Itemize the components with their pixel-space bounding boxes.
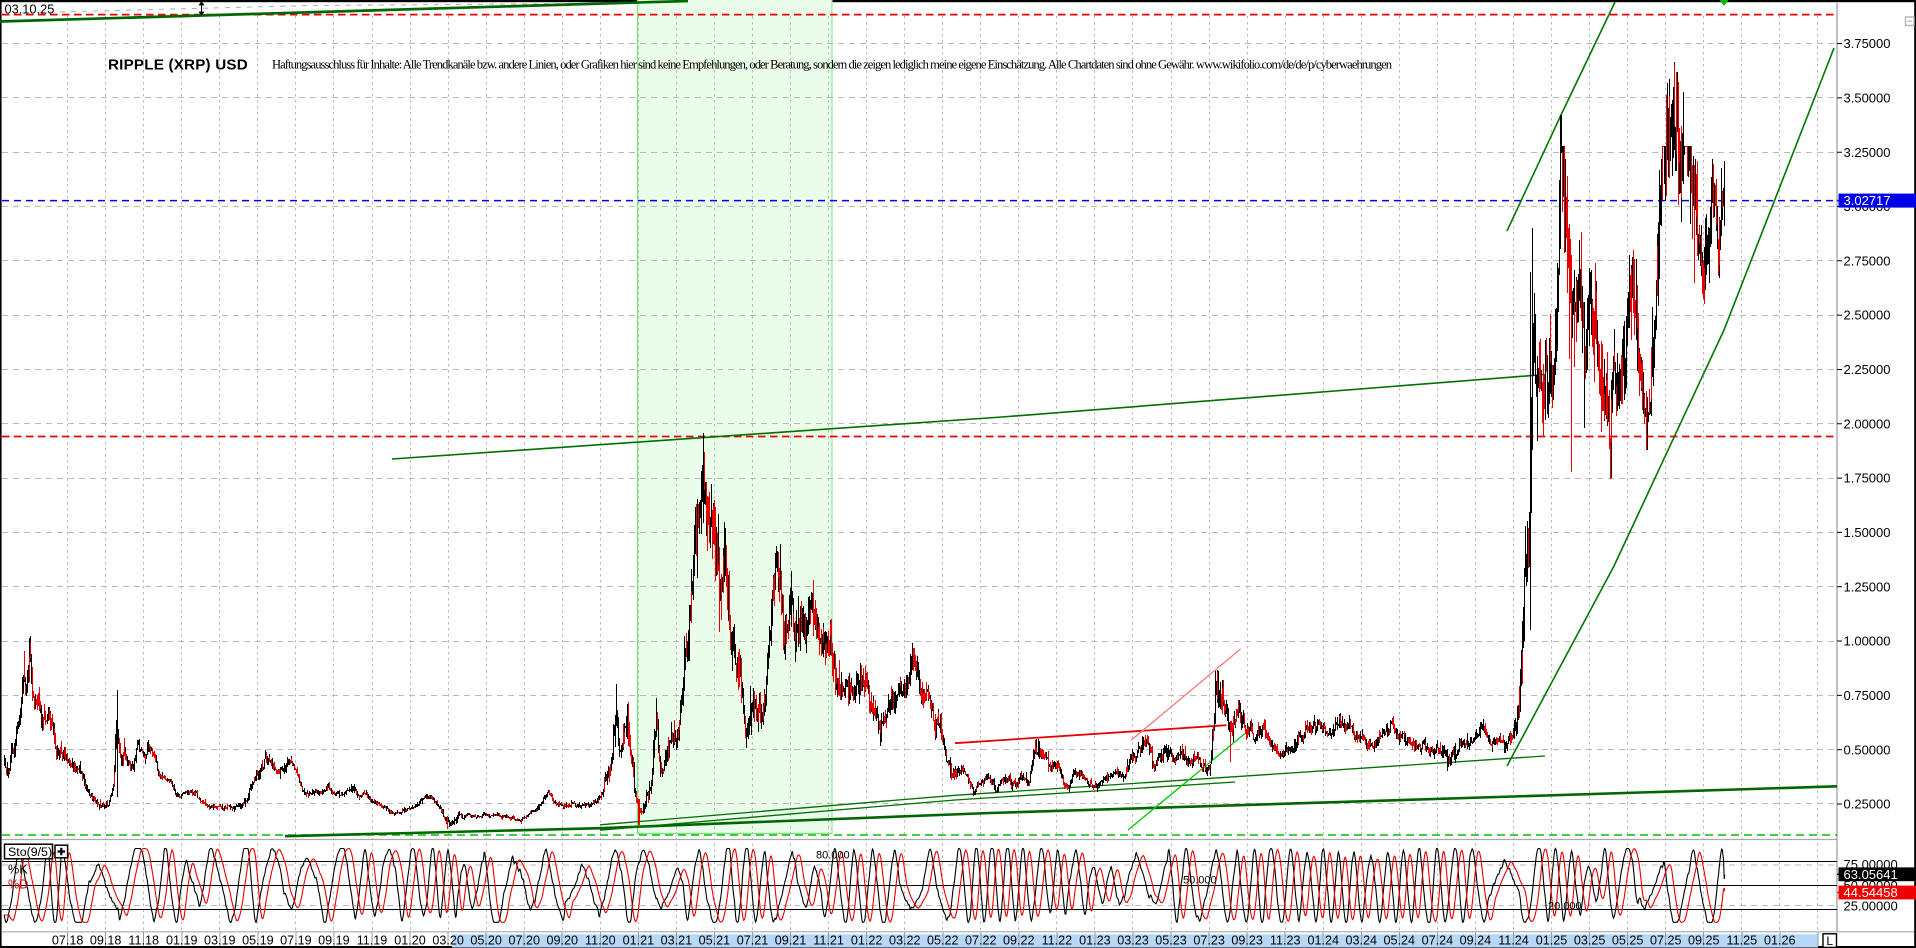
svg-text:2.50000: 2.50000 (1844, 308, 1891, 323)
svg-text:11.25: 11.25 (1727, 934, 1758, 948)
svg-text:50.000: 50.000 (1183, 874, 1217, 886)
svg-text:01.23: 01.23 (1079, 934, 1111, 948)
svg-text:09.22: 09.22 (1003, 934, 1035, 948)
svg-text:01.25: 01.25 (1536, 934, 1568, 948)
svg-text:05.23: 05.23 (1155, 934, 1187, 948)
svg-text:03.20: 03.20 (432, 934, 464, 948)
svg-text:L: L (1826, 934, 1833, 948)
svg-text:01.19: 01.19 (166, 934, 198, 948)
svg-text:Haftungsausschluss für Inhalte: Haftungsausschluss für Inhalte: Alle Tre… (272, 58, 1393, 72)
svg-text:2.00000: 2.00000 (1844, 416, 1891, 431)
svg-text:3.25000: 3.25000 (1844, 145, 1891, 160)
svg-text:3.75000: 3.75000 (1844, 36, 1891, 51)
svg-text:05.21: 05.21 (699, 934, 731, 948)
svg-text:44.54458: 44.54458 (1844, 885, 1898, 900)
svg-text:09.20: 09.20 (546, 934, 578, 948)
svg-text:09.21: 09.21 (775, 934, 807, 948)
svg-text:05.22: 05.22 (927, 934, 959, 948)
svg-text:07.22: 07.22 (965, 934, 997, 948)
svg-text:07.25: 07.25 (1650, 934, 1682, 948)
svg-text:63.05641: 63.05641 (1844, 867, 1898, 882)
svg-text:0.50000: 0.50000 (1844, 742, 1891, 757)
svg-text:3.02717: 3.02717 (1844, 193, 1891, 208)
svg-text:3.50000: 3.50000 (1844, 91, 1891, 106)
svg-text:09.18: 09.18 (90, 934, 122, 948)
svg-text:01.22: 01.22 (851, 934, 883, 948)
svg-text:2.75000: 2.75000 (1844, 253, 1891, 268)
svg-text:11.19: 11.19 (357, 934, 388, 948)
svg-text:0.25000: 0.25000 (1844, 797, 1891, 812)
svg-text:1.50000: 1.50000 (1844, 525, 1891, 540)
svg-text:01.21: 01.21 (623, 934, 655, 948)
svg-text:09.23: 09.23 (1231, 934, 1263, 948)
svg-text:11.24: 11.24 (1498, 934, 1529, 948)
svg-text:09.25: 09.25 (1688, 934, 1720, 948)
svg-text:11.21: 11.21 (813, 934, 844, 948)
svg-text:0.75000: 0.75000 (1844, 688, 1891, 703)
svg-text:25.00000: 25.00000 (1844, 898, 1898, 913)
svg-text:%K: %K (8, 863, 28, 877)
svg-text:05.19: 05.19 (242, 934, 274, 948)
svg-text:07.24: 07.24 (1422, 934, 1454, 948)
svg-text:05.24: 05.24 (1384, 934, 1416, 948)
svg-text:11.22: 11.22 (1042, 934, 1073, 948)
svg-text:1.25000: 1.25000 (1844, 579, 1891, 594)
svg-text:11.18: 11.18 (128, 934, 159, 948)
svg-text:01.24: 01.24 (1307, 934, 1339, 948)
svg-text:2.25000: 2.25000 (1844, 362, 1891, 377)
svg-text:03.23: 03.23 (1117, 934, 1149, 948)
svg-text:1.75000: 1.75000 (1844, 471, 1891, 486)
svg-text:1.00000: 1.00000 (1844, 634, 1891, 649)
svg-text:07.19: 07.19 (280, 934, 312, 948)
svg-text:03.22: 03.22 (889, 934, 921, 948)
svg-text:01.20: 01.20 (394, 934, 426, 948)
svg-text:09.24: 09.24 (1460, 934, 1492, 948)
svg-text:11.20: 11.20 (585, 934, 616, 948)
svg-text:05.25: 05.25 (1612, 934, 1644, 948)
svg-text:03.10.25: 03.10.25 (5, 2, 55, 17)
svg-text:03.25: 03.25 (1574, 934, 1606, 948)
svg-text:03.19: 03.19 (204, 934, 236, 948)
svg-text:11.23: 11.23 (1270, 934, 1301, 948)
svg-text:20.000: 20.000 (1548, 900, 1582, 912)
svg-text:09.19: 09.19 (318, 934, 350, 948)
svg-text:05.20: 05.20 (470, 934, 502, 948)
svg-text:01.26: 01.26 (1764, 934, 1796, 948)
svg-text:03.21: 03.21 (661, 934, 693, 948)
svg-text:RIPPLE (XRP) USD: RIPPLE (XRP) USD (108, 57, 248, 74)
svg-text:07.21: 07.21 (737, 934, 769, 948)
svg-text:03.24: 03.24 (1346, 934, 1378, 948)
svg-text:Sto(9/5): Sto(9/5) (8, 845, 52, 859)
svg-text:%D: %D (8, 878, 28, 892)
svg-text:07.18: 07.18 (52, 934, 84, 948)
svg-text:07.20: 07.20 (508, 934, 540, 948)
svg-text:07.23: 07.23 (1193, 934, 1225, 948)
svg-text:80.000: 80.000 (816, 849, 850, 861)
